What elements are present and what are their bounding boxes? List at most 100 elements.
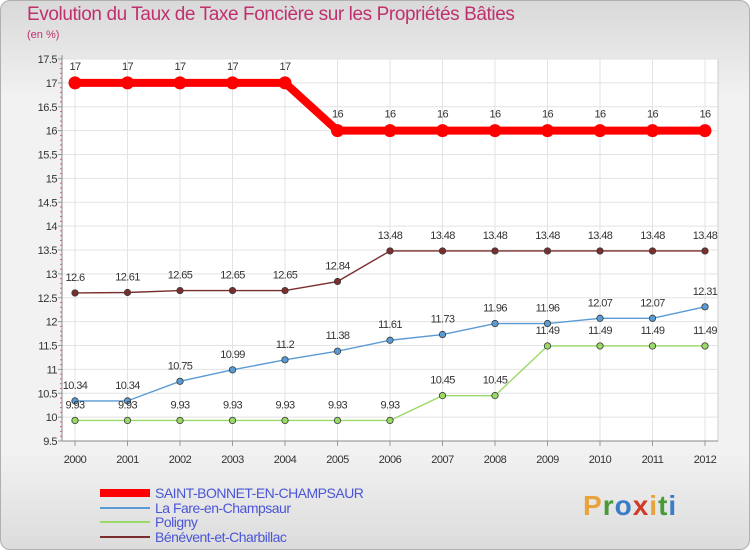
x-tick-label: 2011 [642,454,664,466]
data-label: 11.49 [536,325,560,337]
x-tick-label: 2012 [694,454,717,466]
data-point [68,76,82,90]
data-label: 12.84 [325,261,350,273]
data-point [228,366,237,374]
data-point [123,416,132,425]
data-point [593,124,607,138]
data-point [698,124,712,138]
data-point [278,76,292,90]
data-point [173,76,187,90]
y-tick-label: 14.5 [38,197,58,209]
y-tick-label: 15 [46,173,58,185]
x-tick-label: 2003 [221,454,244,466]
data-point [648,247,657,255]
data-point [71,416,79,425]
data-point [438,330,447,339]
data-point [596,247,604,255]
data-label: 12.65 [273,270,298,282]
logo-letter: x [632,490,650,521]
logo-letter: i [668,490,678,521]
x-tick-label: 2001 [116,454,139,466]
legend-label: SAINT-BONNET-EN-CHAMPSAUR [155,485,364,501]
data-point [701,247,709,255]
data-label: 16 [332,109,344,121]
data-point [383,124,397,138]
data-point [228,286,237,295]
proxiti-logo: Proxiti [583,490,677,522]
data-label: 13.48 [483,230,508,242]
data-point [331,124,344,138]
data-label: 17 [122,61,134,73]
legend-label: Poligny [155,514,198,530]
y-tick-label: 12.5 [38,293,58,305]
data-label: 11.38 [326,330,350,342]
data-point [386,336,394,344]
series-1 [71,303,709,405]
data-point [386,416,394,425]
data-point [491,247,499,255]
data-label: 12.31 [693,286,718,298]
data-label: 12.6 [65,272,84,284]
data-point [333,347,342,355]
data-label: 16 [594,109,606,121]
data-point [648,314,657,322]
data-label: 16 [384,109,396,121]
x-tick-label: 2009 [536,454,559,466]
data-point [333,416,342,425]
data-label: 9.93 [65,399,84,411]
data-point [176,286,184,295]
y-tick-label: 17.5 [38,54,58,66]
legend-swatch [100,507,150,509]
data-label: 16 [542,109,554,121]
y-tick-label: 17 [46,78,58,90]
data-point [543,342,552,350]
data-point [226,76,239,90]
data-label: 9.93 [118,399,137,411]
data-point [333,277,342,286]
data-label: 11.49 [641,325,665,337]
data-label: 16 [699,109,711,121]
data-label: 13.48 [693,230,718,242]
data-point [436,124,449,138]
y-tick-label: 14 [46,221,58,233]
data-label: 12.65 [168,270,193,282]
data-point [176,377,184,385]
legend-swatch [100,536,150,538]
data-point [701,303,709,311]
data-label: 9.93 [275,399,294,411]
legend-label: Bénévent-et-Charbillac [155,529,287,545]
data-label: 11.73 [431,314,455,326]
x-tick-label: 2004 [274,454,297,466]
chart-subtitle: (en %) [27,29,60,41]
data-label: 10.75 [168,360,193,372]
data-point [123,397,132,405]
data-label: 11.2 [276,339,295,351]
data-label: 10.45 [430,375,455,387]
data-point [596,314,604,322]
x-tick-label: 2007 [431,454,454,466]
data-label: 11.61 [378,319,402,331]
data-label: 13.48 [640,230,665,242]
logo-letter: t [658,490,669,521]
data-label: 10.45 [483,375,508,387]
data-label: 17 [227,61,239,73]
data-label: 11.96 [483,303,507,315]
data-point [281,286,289,295]
x-tick-label: 2000 [64,454,87,466]
legend-swatch [100,521,150,523]
series-0 [68,76,712,138]
logo-letter: i [649,490,659,521]
data-label: 9.93 [170,399,189,411]
data-point [541,124,554,138]
data-point [176,416,184,425]
data-label: 11.96 [536,303,560,315]
x-tick-label: 2008 [484,454,507,466]
data-point [646,124,659,138]
series-3 [71,247,709,297]
y-tick-label: 10 [46,412,58,424]
data-point [281,356,289,364]
data-point [488,124,502,138]
data-label: 12.07 [640,297,665,309]
y-tick-label: 15.5 [38,150,58,162]
data-label: 9.93 [380,399,399,411]
